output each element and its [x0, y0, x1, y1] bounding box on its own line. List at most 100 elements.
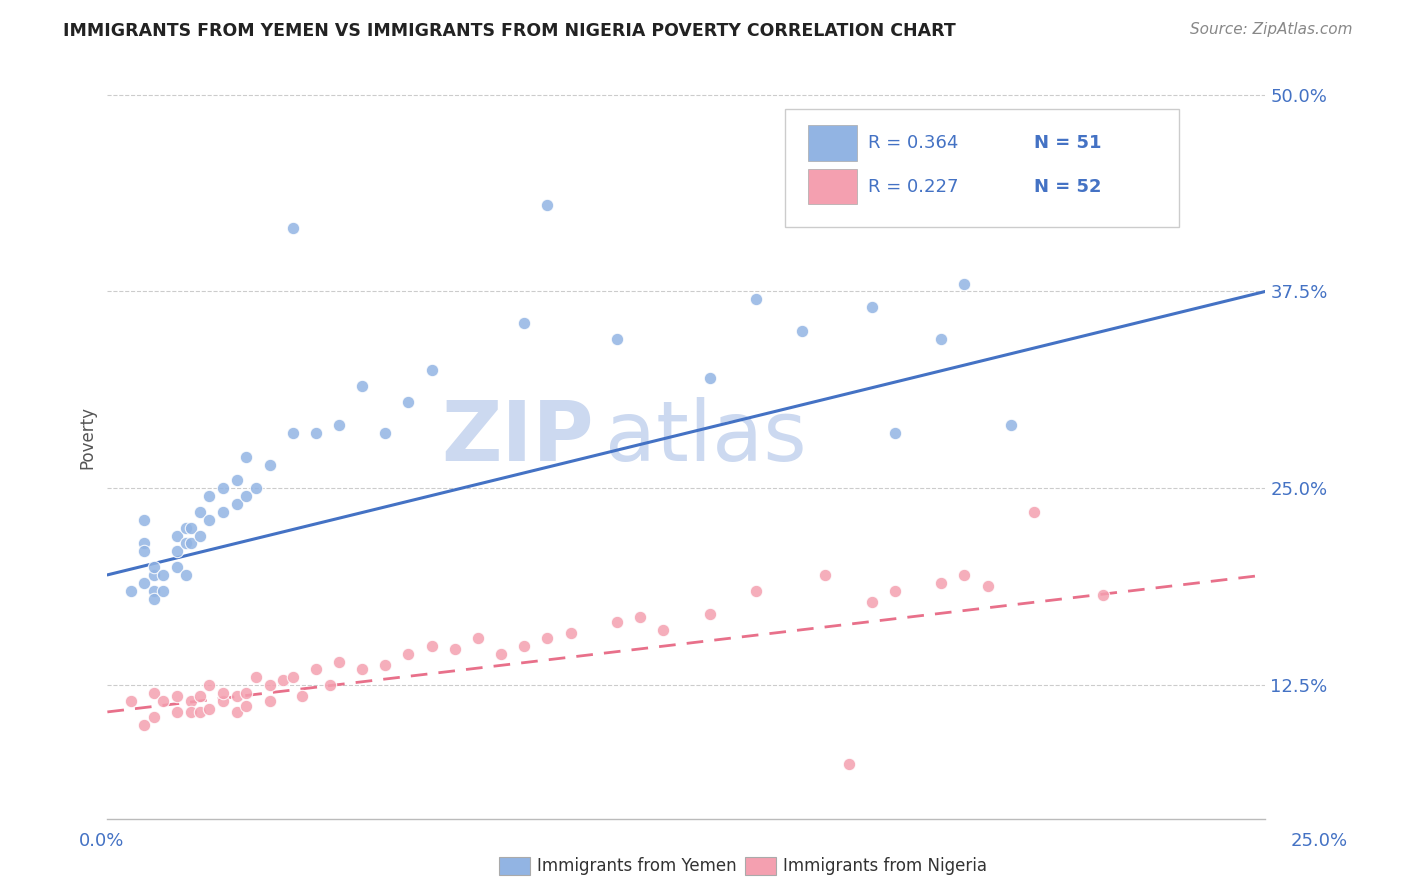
- Point: [443, 641, 465, 656]
- Point: [352, 379, 374, 393]
- Point: [226, 497, 249, 511]
- Point: [152, 567, 174, 582]
- Point: [226, 474, 249, 488]
- Point: [328, 418, 350, 433]
- Point: [188, 528, 211, 542]
- Point: [1092, 588, 1115, 602]
- Text: IMMIGRANTS FROM YEMEN VS IMMIGRANTS FROM NIGERIA POVERTY CORRELATION CHART: IMMIGRANTS FROM YEMEN VS IMMIGRANTS FROM…: [63, 22, 956, 40]
- Point: [212, 686, 235, 700]
- Text: 25.0%: 25.0%: [1291, 831, 1347, 849]
- Point: [1115, 135, 1137, 149]
- Point: [628, 610, 651, 624]
- Point: [281, 426, 304, 441]
- Text: atlas: atlas: [606, 397, 807, 477]
- Point: [259, 678, 281, 692]
- Point: [166, 544, 188, 558]
- Point: [467, 631, 489, 645]
- Point: [134, 513, 156, 527]
- Point: [305, 662, 328, 676]
- Point: [235, 489, 257, 503]
- Point: [420, 639, 443, 653]
- Point: [1000, 418, 1022, 433]
- Point: [134, 575, 156, 590]
- Text: R = 0.227: R = 0.227: [869, 178, 959, 195]
- Point: [860, 300, 883, 314]
- Y-axis label: Poverty: Poverty: [79, 406, 96, 468]
- Point: [860, 595, 883, 609]
- Point: [180, 694, 202, 708]
- Point: [976, 579, 998, 593]
- Point: [374, 657, 396, 672]
- Point: [953, 567, 976, 582]
- Point: [291, 689, 314, 703]
- Point: [536, 198, 558, 212]
- Point: [152, 694, 174, 708]
- Point: [319, 678, 342, 692]
- Point: [212, 694, 235, 708]
- Point: [198, 489, 221, 503]
- Point: [142, 583, 165, 598]
- Text: 0.0%: 0.0%: [79, 831, 124, 849]
- Point: [235, 686, 257, 700]
- Point: [792, 324, 814, 338]
- FancyBboxPatch shape: [808, 126, 856, 161]
- Point: [198, 513, 221, 527]
- Point: [536, 631, 558, 645]
- Point: [226, 705, 249, 719]
- Point: [180, 705, 202, 719]
- Point: [281, 221, 304, 235]
- Bar: [499, 857, 530, 875]
- Point: [166, 689, 188, 703]
- Point: [198, 702, 221, 716]
- Point: [328, 655, 350, 669]
- Point: [142, 709, 165, 723]
- Point: [174, 567, 197, 582]
- Point: [152, 583, 174, 598]
- Point: [180, 536, 202, 550]
- Point: [489, 647, 512, 661]
- FancyBboxPatch shape: [808, 169, 856, 204]
- Point: [166, 560, 188, 574]
- Point: [374, 426, 396, 441]
- Point: [420, 363, 443, 377]
- Point: [273, 673, 295, 688]
- Point: [883, 426, 905, 441]
- Point: [235, 450, 257, 464]
- Text: Immigrants from Nigeria: Immigrants from Nigeria: [783, 857, 987, 875]
- Point: [120, 583, 142, 598]
- Point: [174, 536, 197, 550]
- Point: [513, 639, 536, 653]
- Text: N = 51: N = 51: [1033, 134, 1101, 152]
- Point: [245, 481, 267, 495]
- Point: [281, 670, 304, 684]
- Point: [212, 505, 235, 519]
- Point: [929, 575, 952, 590]
- Point: [166, 528, 188, 542]
- Point: [259, 694, 281, 708]
- Point: [929, 332, 952, 346]
- Point: [180, 521, 202, 535]
- Point: [198, 678, 221, 692]
- Bar: [745, 857, 776, 875]
- Text: ZIP: ZIP: [441, 397, 593, 477]
- Point: [699, 371, 721, 385]
- Text: N = 52: N = 52: [1033, 178, 1101, 195]
- Point: [142, 567, 165, 582]
- Point: [814, 567, 837, 582]
- Point: [398, 394, 420, 409]
- Point: [235, 698, 257, 713]
- Point: [699, 607, 721, 622]
- Point: [606, 615, 628, 629]
- Point: [188, 505, 211, 519]
- Point: [1022, 505, 1045, 519]
- Point: [245, 670, 267, 684]
- Point: [745, 293, 768, 307]
- Text: Source: ZipAtlas.com: Source: ZipAtlas.com: [1189, 22, 1353, 37]
- Point: [134, 536, 156, 550]
- Point: [560, 626, 582, 640]
- Point: [883, 583, 905, 598]
- Point: [745, 583, 768, 598]
- Point: [259, 458, 281, 472]
- Point: [606, 332, 628, 346]
- Point: [120, 694, 142, 708]
